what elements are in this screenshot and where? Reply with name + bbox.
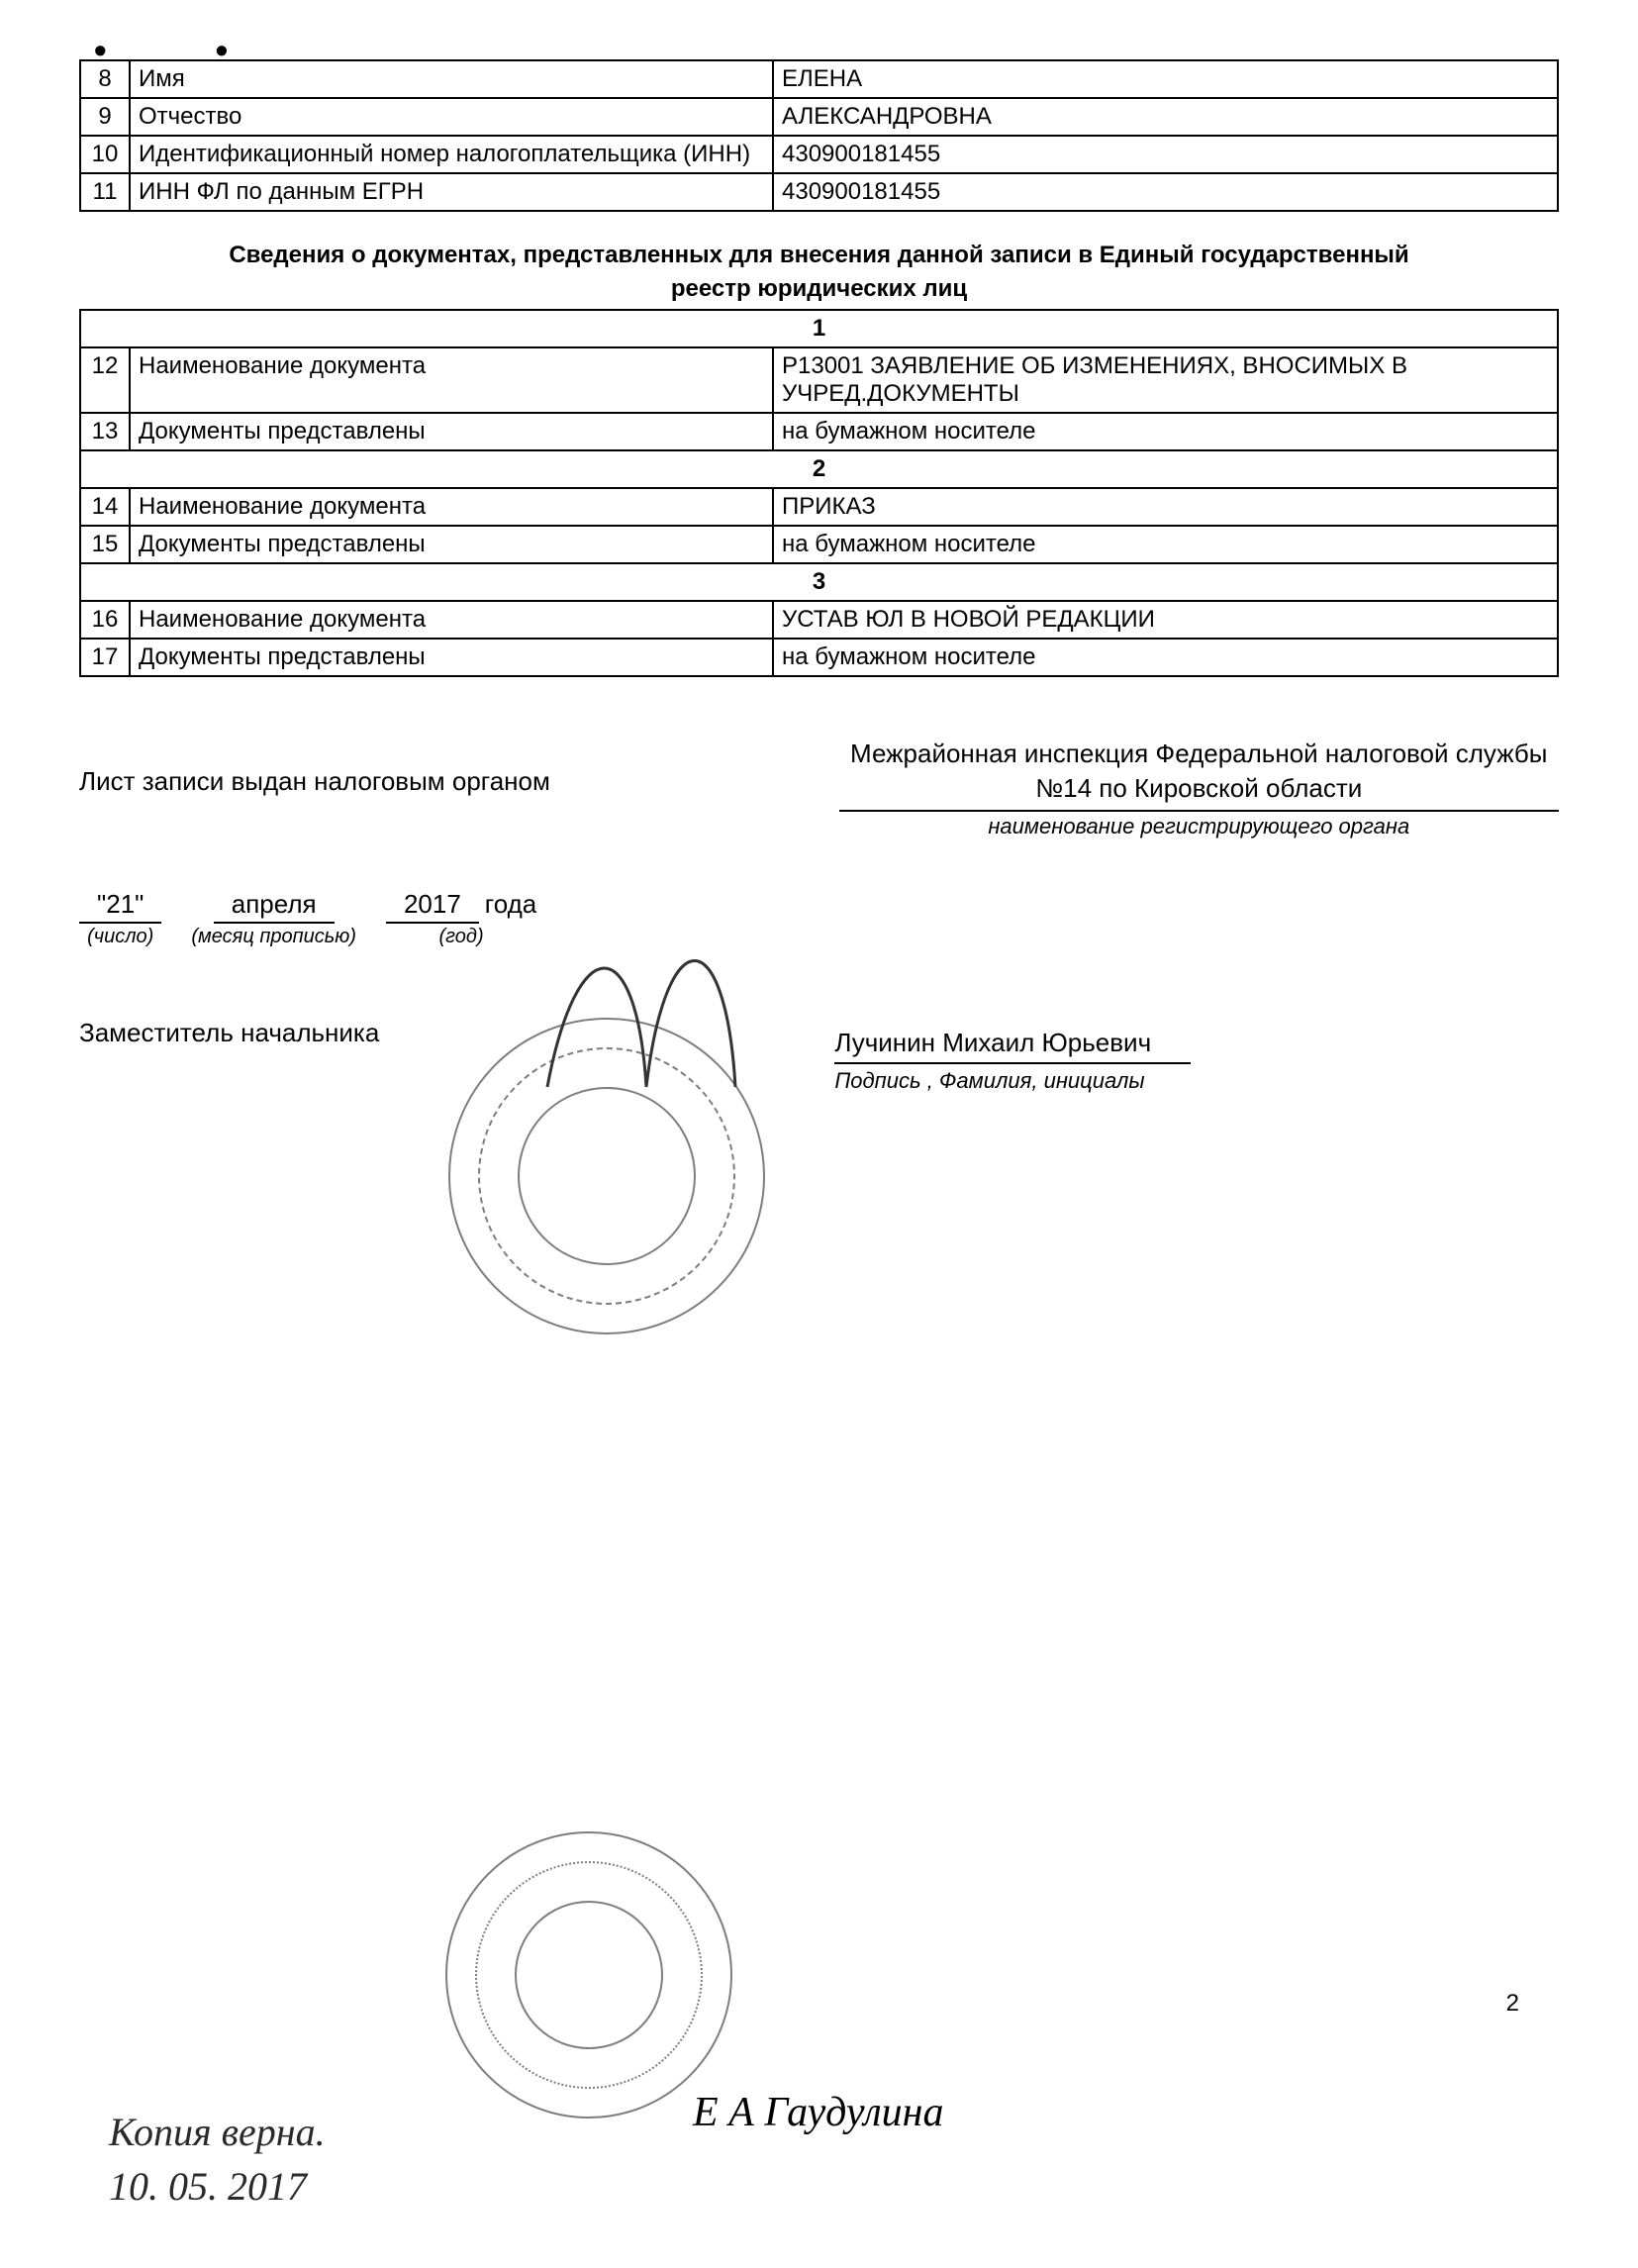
signature-block: Заместитель начальника Лучинин Михаил Юр… bbox=[79, 1008, 1559, 1344]
row-value: 430900181455 bbox=[773, 173, 1558, 211]
row-num: 12 bbox=[80, 347, 130, 413]
row-label: Идентификационный номер налогоплательщик… bbox=[130, 136, 773, 173]
row-label: ИНН ФЛ по данным ЕГРН bbox=[130, 173, 773, 211]
row-num: 10 bbox=[80, 136, 130, 173]
table-row: 17 Документы представлены на бумажном но… bbox=[80, 639, 1558, 676]
signer-title: Заместитель начальника bbox=[79, 1008, 379, 1048]
document-page: 8 Имя ЕЛЕНА 9 Отчество АЛЕКСАНДРОВНА 10 … bbox=[0, 0, 1638, 1384]
row-label: Наименование документа bbox=[130, 601, 773, 639]
signer-caption: Подпись , Фамилия, инициалы bbox=[834, 1068, 1191, 1094]
table-row: 9 Отчество АЛЕКСАНДРОВНА bbox=[80, 98, 1558, 136]
group-num: 3 bbox=[80, 563, 1558, 601]
row-value: на бумажном носителе bbox=[773, 413, 1558, 450]
row-value: ЕЛЕНА bbox=[773, 60, 1558, 98]
date-year-value: 2017 bbox=[386, 889, 479, 924]
date-block: "21" (число) апреля (месяц прописью) 201… bbox=[79, 889, 1559, 948]
row-value: ПРИКАЗ bbox=[773, 488, 1558, 526]
date-month-value: апреля bbox=[214, 889, 335, 924]
section-header: Сведения о документах, представленных дл… bbox=[79, 242, 1559, 269]
signer: Лучинин Михаил Юрьевич Подпись , Фамилия… bbox=[834, 1008, 1191, 1094]
date-day-caption: (число) bbox=[79, 926, 161, 948]
table-documents: 1 12 Наименование документа Р13001 ЗАЯВЛ… bbox=[79, 309, 1559, 677]
group-num: 2 bbox=[80, 450, 1558, 488]
date-year: 2017года (год) bbox=[386, 889, 536, 948]
date-month-caption: (месяц прописью) bbox=[191, 926, 356, 948]
handwritten-copy-true: Копия верна. bbox=[109, 2109, 326, 2155]
signature-icon bbox=[518, 889, 775, 1107]
seal-inner-ring bbox=[515, 1901, 663, 2049]
row-num: 17 bbox=[80, 639, 130, 676]
row-num: 15 bbox=[80, 526, 130, 563]
issuer-right: Межрайонная инспекция Федеральной налого… bbox=[839, 737, 1560, 839]
row-label: Документы представлены bbox=[130, 526, 773, 563]
issuer-block: Лист записи выдан налоговым органом Межр… bbox=[79, 737, 1559, 839]
signer-name: Лучинин Михаил Юрьевич bbox=[834, 1028, 1191, 1064]
table-row: 10 Идентификационный номер налогоплатель… bbox=[80, 136, 1558, 173]
section-subheader: реестр юридических лиц bbox=[79, 275, 1559, 303]
table-row: 12 Наименование документа Р13001 ЗАЯВЛЕН… bbox=[80, 347, 1558, 413]
table-row: 14 Наименование документа ПРИКАЗ bbox=[80, 488, 1558, 526]
handwritten-date: 10. 05. 2017 bbox=[109, 2163, 307, 2210]
group-header-row: 2 bbox=[80, 450, 1558, 488]
bottom-stamp bbox=[435, 1822, 742, 2128]
row-value: УСТАВ ЮЛ В НОВОЙ РЕДАКЦИИ bbox=[773, 601, 1558, 639]
row-value: на бумажном носителе bbox=[773, 526, 1558, 563]
row-num: 13 bbox=[80, 413, 130, 450]
table-row: 13 Документы представлены на бумажном но… bbox=[80, 413, 1558, 450]
date-month: апреля (месяц прописью) bbox=[191, 889, 356, 948]
row-label: Документы представлены bbox=[130, 413, 773, 450]
row-label: Отчество bbox=[130, 98, 773, 136]
row-label: Документы представлены bbox=[130, 639, 773, 676]
row-num: 11 bbox=[80, 173, 130, 211]
page-number: 2 bbox=[1506, 1990, 1519, 2018]
row-value: 430900181455 bbox=[773, 136, 1558, 173]
table-row: 11 ИНН ФЛ по данным ЕГРН 430900181455 bbox=[80, 173, 1558, 211]
issuer-name: Межрайонная инспекция Федеральной налого… bbox=[839, 737, 1560, 806]
date-day-value: "21" bbox=[79, 889, 161, 924]
group-num: 1 bbox=[80, 310, 1558, 347]
handwritten-signer: Е А Гаудулина bbox=[693, 2089, 943, 2136]
row-num: 14 bbox=[80, 488, 130, 526]
row-num: 9 bbox=[80, 98, 130, 136]
row-value: Р13001 ЗАЯВЛЕНИЕ ОБ ИЗМЕНЕНИЯХ, ВНОСИМЫХ… bbox=[773, 347, 1558, 413]
table-row: 15 Документы представлены на бумажном но… bbox=[80, 526, 1558, 563]
group-header-row: 1 bbox=[80, 310, 1558, 347]
stamp-area bbox=[438, 1008, 775, 1344]
row-value: АЛЕКСАНДРОВНА bbox=[773, 98, 1558, 136]
group-header-row: 3 bbox=[80, 563, 1558, 601]
seal-inner-ring bbox=[518, 1087, 696, 1265]
row-value: на бумажном носителе bbox=[773, 639, 1558, 676]
issuer-left-text: Лист записи выдан налоговым органом bbox=[79, 737, 800, 839]
row-num: 16 bbox=[80, 601, 130, 639]
issuer-caption: наименование регистрирующего органа bbox=[839, 814, 1560, 839]
table-row: 8 Имя ЕЛЕНА bbox=[80, 60, 1558, 98]
table-row: 16 Наименование документа УСТАВ ЮЛ В НОВ… bbox=[80, 601, 1558, 639]
row-label: Наименование документа bbox=[130, 347, 773, 413]
date-year-caption: (год) bbox=[386, 926, 536, 948]
underline bbox=[839, 810, 1560, 812]
scan-artifact-dots: • • bbox=[94, 30, 277, 71]
table-person-info: 8 Имя ЕЛЕНА 9 Отчество АЛЕКСАНДРОВНА 10 … bbox=[79, 59, 1559, 212]
row-label: Наименование документа bbox=[130, 488, 773, 526]
date-day: "21" (число) bbox=[79, 889, 161, 948]
